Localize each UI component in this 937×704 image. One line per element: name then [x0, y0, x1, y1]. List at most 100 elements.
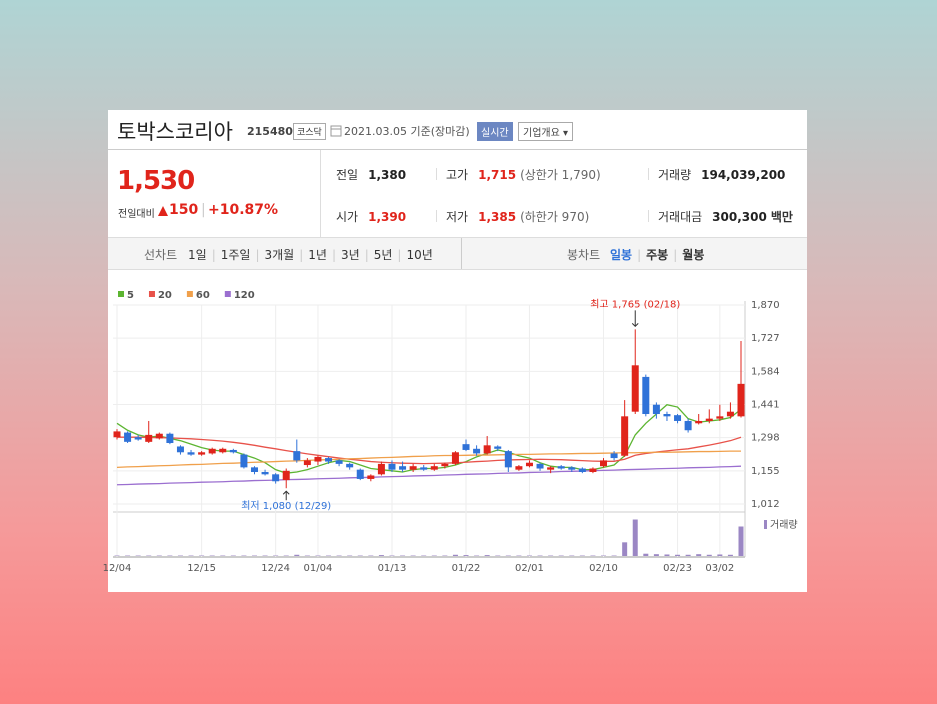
change-rate: +10.87%	[208, 202, 279, 218]
candle-body	[240, 454, 248, 468]
candle-body	[377, 463, 385, 475]
stat-value: 1,385	[478, 210, 517, 224]
candle-body	[705, 418, 713, 421]
candle-body	[145, 434, 153, 442]
candle-body	[303, 460, 311, 466]
x-tick-label: 12/15	[187, 563, 216, 574]
y-tick-label: 1,012	[751, 499, 780, 510]
candle-body	[124, 432, 132, 442]
period-tab[interactable]: 일봉	[610, 248, 633, 262]
period-tab[interactable]: 3개월	[264, 248, 295, 262]
change-label: 전일대비	[118, 209, 155, 220]
volume-bar	[463, 555, 469, 556]
x-tick-label: 12/04	[103, 563, 132, 574]
separator: |	[637, 248, 642, 262]
candle-body	[198, 452, 206, 455]
candle-body	[621, 416, 629, 456]
separator: |	[673, 248, 678, 262]
candle-body	[578, 468, 586, 472]
candle-body	[219, 448, 227, 453]
period-tab[interactable]: 10년	[406, 248, 433, 262]
period-tab[interactable]: 3년	[341, 248, 360, 262]
volume-bar	[378, 555, 384, 556]
stat-item: 시가 1,390	[336, 208, 406, 225]
separator: |	[331, 248, 336, 262]
candle-body	[695, 420, 703, 424]
line-periods: 1일 | 1주일 | 3개월 | 1년 | 3년 | 5년 | 10년	[188, 246, 433, 263]
separator: |	[364, 248, 369, 262]
period-tab[interactable]: 5년	[373, 248, 393, 262]
period-tab[interactable]: 1주일	[220, 248, 251, 262]
period-tabs: 선차트 1일 | 1주일 | 3개월 | 1년 | 3년 | 5년 | 10년 봉차트 일봉 | 주봉 | 월봉	[108, 237, 807, 270]
candle-body	[113, 431, 121, 438]
period-tab[interactable]: 주봉	[646, 248, 669, 262]
x-tick-label: 01/22	[452, 563, 481, 574]
y-tick-label: 1,727	[751, 333, 780, 344]
candle-body	[409, 466, 417, 470]
realtime-button[interactable]: 실시간	[477, 122, 513, 141]
period-tab[interactable]: 1일	[188, 248, 207, 262]
candle-body	[737, 383, 745, 417]
candle-body	[346, 463, 354, 468]
volume-bar	[653, 554, 659, 556]
company-info-text: 기업개요	[523, 128, 560, 139]
candle-body	[462, 444, 470, 450]
stat-item: 거래량 194,039,200	[658, 166, 785, 183]
stat-unit: 백만	[770, 210, 793, 224]
company-name: 토박스코리아	[117, 120, 233, 144]
divider	[648, 168, 649, 180]
candle-body	[504, 451, 512, 468]
legend-label: 60	[196, 290, 210, 301]
candle-body	[652, 404, 660, 415]
stat-value: 1,715	[478, 168, 517, 182]
candle-body	[494, 446, 502, 449]
volume-bar	[484, 555, 490, 556]
candle-body	[399, 466, 407, 470]
stock-code: 215480	[247, 125, 293, 138]
candle-body	[176, 446, 184, 453]
candle-body	[726, 411, 734, 417]
company-info-button[interactable]: 기업개요 ▾	[518, 122, 574, 141]
divider	[461, 238, 462, 269]
volume-bar	[643, 553, 649, 556]
stat-value: 194,039,200	[701, 168, 786, 182]
candle-body	[536, 463, 544, 469]
stat-item: 전일 1,380	[336, 166, 406, 183]
stat-label: 시가	[336, 210, 359, 224]
candle-body	[356, 469, 364, 479]
candle-periods: 일봉 | 주봉 | 월봉	[610, 246, 704, 263]
stat-item: 고가 1,715 (상한가 1,790)	[446, 166, 601, 183]
candle-body	[557, 466, 565, 469]
stat-label: 거래량	[658, 168, 692, 182]
period-tab[interactable]: 1년	[308, 248, 327, 262]
period-tab[interactable]: 월봉	[682, 248, 705, 262]
stat-value: 1,380	[368, 168, 407, 182]
separator: |	[397, 248, 402, 262]
volume-bar	[717, 554, 723, 556]
y-tick-label: 1,155	[751, 466, 780, 477]
annotation: 최고 1,765 (02/18)	[590, 298, 680, 310]
separator: |	[211, 248, 216, 262]
volume-legend-label: 거래량	[770, 519, 798, 531]
stat-item: 저가 1,385 (하한가 970)	[446, 208, 589, 225]
legend-label: 120	[234, 290, 255, 301]
candle-body	[600, 460, 608, 467]
candle-body	[250, 467, 258, 472]
ma-line	[116, 465, 742, 486]
legend-swatch	[148, 291, 155, 297]
candle-body	[420, 467, 428, 470]
annotation: 최저 1,080 (12/29)	[241, 500, 331, 512]
stat-note: (하한가 970)	[520, 210, 590, 224]
x-tick-label: 02/01	[515, 563, 544, 574]
candle-body	[674, 415, 682, 421]
volume-bar	[727, 554, 733, 556]
stat-item: 거래대금 300,300 백만	[658, 208, 793, 225]
x-tick-label: 01/13	[378, 563, 407, 574]
ma-line	[117, 436, 742, 465]
candle-body	[684, 420, 692, 431]
volume-bar	[738, 526, 744, 556]
volume-bar	[452, 554, 458, 556]
base-date: 2021.03.05 기준(장마감)	[344, 125, 470, 138]
x-tick-label: 12/24	[261, 563, 290, 574]
